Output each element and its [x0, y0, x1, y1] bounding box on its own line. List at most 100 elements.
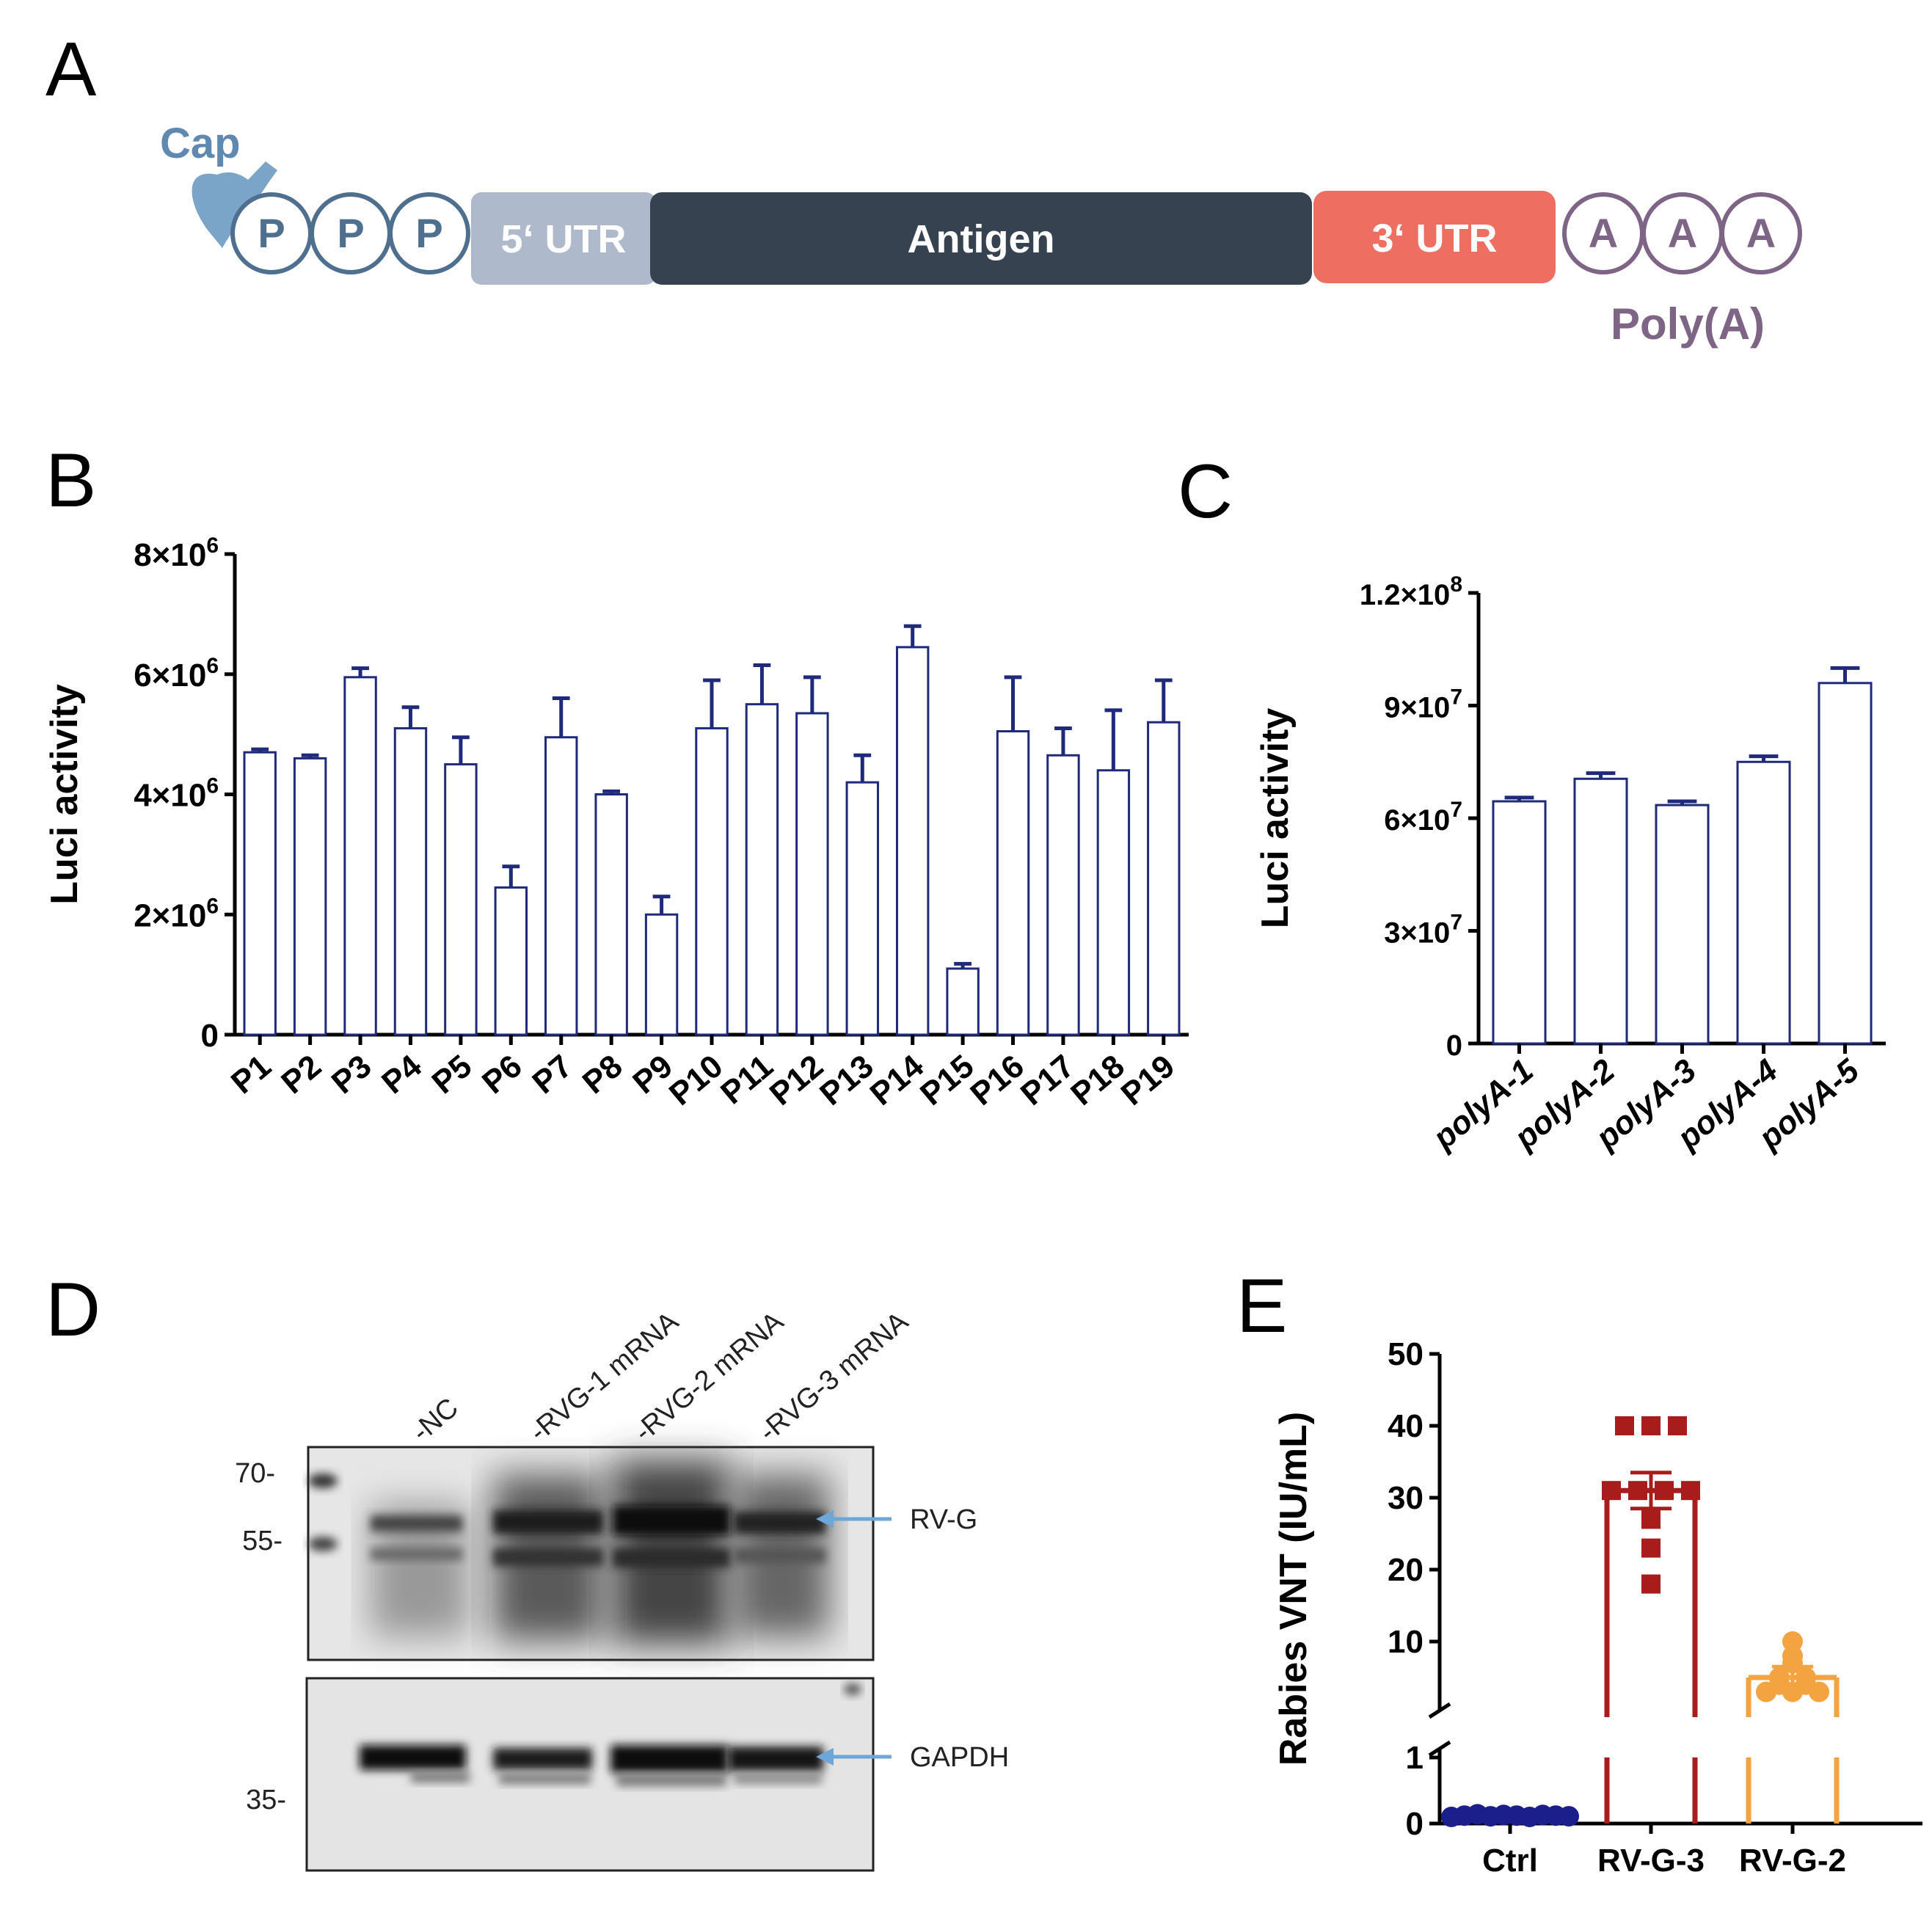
- y-tick-label-0: 0: [1446, 1030, 1462, 1062]
- bar-chart-c: 03×1076×1079×1071.2×108polyA-1polyA-2pol…: [1254, 572, 1886, 1156]
- point-RV-G-3-0: [1615, 1416, 1634, 1435]
- point-RV-G-3-8: [1641, 1538, 1661, 1558]
- y-tick-label-3: 6×106: [134, 654, 219, 693]
- bar-P6: [494, 886, 528, 1036]
- x-label-RV-G-2: RV-G-2: [1739, 1843, 1846, 1879]
- bar-P3: [343, 676, 377, 1036]
- bar-P7: [544, 736, 578, 1036]
- phosphate-label-2: P: [337, 210, 364, 256]
- y-tick-label-2: 4×106: [134, 774, 219, 814]
- y-tick-label-50: 50: [1388, 1336, 1424, 1372]
- x-label-P4: P4: [375, 1048, 429, 1101]
- bar-P11: [745, 703, 779, 1036]
- y-tick-label-40: 40: [1388, 1408, 1424, 1444]
- bar-P18: [1096, 769, 1131, 1036]
- y-tick-label-30: 30: [1388, 1480, 1424, 1516]
- bar-P4: [393, 726, 428, 1036]
- mrna-diagram: Cap P P P 5‘ UTR Antigen 3‘ UTR A A A Po…: [160, 120, 1802, 349]
- x-label-P7: P7: [525, 1048, 579, 1101]
- phosphate-label-3: P: [415, 210, 442, 256]
- bar-P16: [996, 730, 1030, 1036]
- point-RV-G-3-6: [1681, 1481, 1700, 1501]
- x-label-P8: P8: [576, 1048, 630, 1101]
- y-tick-label-2: 6×107: [1384, 798, 1462, 837]
- bar-polyA-1: [1492, 800, 1547, 1045]
- bar-P5: [444, 763, 478, 1036]
- polya-group: A A A Poly(A): [1562, 192, 1802, 349]
- y-tick-label-lower-0: 0: [1406, 1806, 1424, 1842]
- cap-label: Cap: [160, 120, 241, 167]
- bar-polyA-4: [1736, 760, 1791, 1045]
- y-tick-label-1: 2×106: [134, 894, 219, 933]
- x-label-P5: P5: [426, 1048, 479, 1101]
- panel-label-b: B: [45, 438, 96, 523]
- marker-70: 70-: [235, 1458, 275, 1489]
- y-axis-title: Luci activity: [43, 684, 86, 905]
- point-RV-G-2-9: [1809, 1681, 1829, 1702]
- point-RV-G-3-9: [1641, 1574, 1661, 1594]
- bar-P12: [795, 712, 829, 1036]
- phosphate-label-1: P: [258, 210, 285, 256]
- marker-55: 55-: [242, 1526, 282, 1556]
- axis-break-mark-2: [1428, 1740, 1451, 1757]
- arrow-icon-rvg: [816, 1510, 892, 1528]
- utr5-box: [471, 192, 656, 285]
- bar-P19: [1147, 721, 1181, 1036]
- axis-break-mark-1: [1428, 1702, 1451, 1719]
- y-tick-label-0: 0: [201, 1018, 219, 1054]
- utr3-box: [1313, 191, 1556, 283]
- bar-polyA-5: [1818, 682, 1873, 1045]
- y-tick-label-1: 3×107: [1384, 911, 1462, 950]
- x-label-P2: P2: [274, 1048, 328, 1101]
- polya-label: Poly(A): [1611, 299, 1765, 349]
- panel-label-d: D: [45, 1267, 101, 1352]
- x-label-P19: P19: [1115, 1048, 1181, 1112]
- adenine-circle-3: [1720, 192, 1802, 274]
- bar-P17: [1046, 754, 1080, 1036]
- cap-icon: [192, 161, 277, 248]
- bar-polyA-3: [1655, 804, 1710, 1045]
- point-RV-G-3-7: [1641, 1509, 1661, 1529]
- point-Ctrl-9: [1559, 1806, 1579, 1827]
- point-RV-G-3-3: [1602, 1481, 1621, 1501]
- bar-P14: [895, 646, 930, 1036]
- utr5-label: 5‘ UTR: [500, 217, 626, 261]
- utr3-label: 3‘ UTR: [1371, 216, 1497, 261]
- point-RV-G-2-0: [1782, 1631, 1803, 1652]
- marker-35: 35-: [246, 1785, 286, 1815]
- scatter-chart-e: 10 20 30 40 50 0 1 Rabies VNT (IU/mL) Ctrl RV-G-3…: [1272, 1336, 1922, 1879]
- point-RV-G-3-5: [1655, 1481, 1674, 1501]
- antigen-box: [650, 192, 1312, 285]
- bar-P2: [293, 757, 327, 1036]
- antigen-label: Antigen: [908, 217, 1055, 261]
- band-label-rvg: RV-G: [910, 1504, 977, 1535]
- adenine-label-3: A: [1746, 210, 1776, 256]
- point-RV-G-3-1: [1641, 1416, 1661, 1435]
- x-label-P6: P6: [475, 1048, 529, 1101]
- y-axis-title: Rabies VNT (IU/mL): [1272, 1412, 1315, 1766]
- x-label-P1: P1: [225, 1048, 278, 1101]
- point-RV-G-3-4: [1628, 1481, 1647, 1501]
- bar-P8: [594, 793, 628, 1036]
- adenine-label-2: A: [1668, 210, 1697, 256]
- point-RV-G-3-2: [1668, 1416, 1687, 1435]
- y-tick-label-lower-1: 1: [1406, 1740, 1424, 1776]
- bar-chart-b: 02×1064×1066×1068×106P1P2P3P4P5P6P7P8P9P…: [43, 533, 1189, 1112]
- point-RV-G-2-7: [1756, 1681, 1776, 1702]
- bar-P13: [845, 781, 879, 1036]
- x-label-P3: P3: [325, 1048, 379, 1101]
- panel-label-c: C: [1178, 449, 1233, 534]
- y-axis-title: Luci activity: [1254, 708, 1297, 929]
- y-tick-label-10: 10: [1388, 1624, 1424, 1660]
- phosphate-circle-3: [388, 192, 470, 274]
- panel-label-e: E: [1236, 1264, 1287, 1349]
- x-label-Ctrl: Ctrl: [1482, 1843, 1538, 1879]
- y-tick-label-4: 1.2×108: [1360, 572, 1462, 611]
- panel-label-a: A: [45, 27, 97, 112]
- y-tick-label-4: 8×106: [134, 533, 219, 573]
- arrow-icon-gapdh: [816, 1748, 892, 1766]
- bar-P1: [243, 751, 277, 1036]
- y-tick-label-20: 20: [1388, 1552, 1424, 1588]
- phosphate-group: P P P: [230, 192, 470, 274]
